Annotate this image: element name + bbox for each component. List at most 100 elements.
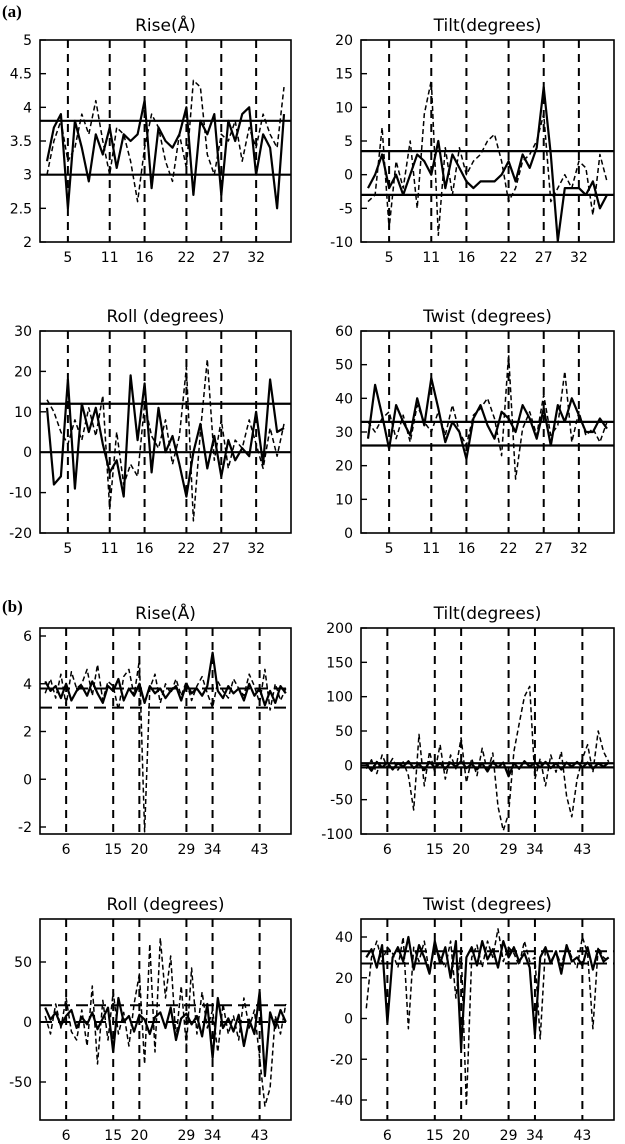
y-tick-label: 200 — [326, 621, 353, 637]
x-tick-label: 27 — [212, 541, 230, 557]
x-tick-label: 20 — [452, 842, 470, 858]
y-tick-label: 0 — [23, 1015, 32, 1031]
x-tick-label: 6 — [383, 1128, 392, 1144]
y-tick-label: 10 — [14, 405, 32, 421]
y-tick-label: -40 — [330, 1093, 353, 1109]
x-tick-label: 29 — [500, 1128, 518, 1144]
chart-title: Tilt(degrees) — [433, 16, 542, 36]
plot-frame — [360, 627, 615, 835]
series-solid-line — [44, 651, 287, 707]
y-tick-label: 2 — [23, 725, 32, 741]
y-tick-label: 3.5 — [10, 134, 32, 150]
series-group — [45, 79, 286, 210]
y-tick-label: 6 — [23, 629, 32, 645]
y-tick-label: -50 — [9, 1075, 32, 1091]
x-tick-label: 16 — [136, 541, 154, 557]
y-tick-label: -5 — [339, 201, 353, 217]
y-tick-label: -100 — [321, 827, 353, 843]
x-tick-label: 32 — [247, 250, 265, 266]
x-tick-label: 6 — [62, 842, 71, 858]
x-tick-label: 6 — [62, 1128, 71, 1144]
x-tick-label: 29 — [500, 842, 518, 858]
x-tick-label: 16 — [458, 250, 476, 266]
series-dashed-line — [44, 659, 287, 833]
x-tick-label: 11 — [422, 541, 440, 557]
a-twist-chart: Twist (degrees) 0 10 20 30 40 50 60 5 11 16 22 27 32 — [335, 307, 615, 557]
y-tick-label: 2 — [23, 235, 32, 251]
y-tick-label: 50 — [335, 724, 353, 740]
x-tick-label: 11 — [101, 541, 119, 557]
x-tick-label: 5 — [63, 541, 72, 557]
chart-title: Rise(Å) — [135, 14, 196, 36]
series-group — [44, 937, 287, 1107]
series-dashed-line — [44, 937, 287, 1107]
x-tick-label: 27 — [535, 541, 553, 557]
x-tick-label: 20 — [452, 1128, 470, 1144]
y-tick-label: 50 — [335, 358, 353, 374]
x-tick-label: 22 — [500, 541, 518, 557]
x-tick-label: 15 — [426, 1128, 444, 1144]
y-tick-label: 15 — [335, 67, 353, 83]
x-tick-label: 11 — [422, 250, 440, 266]
x-tick-label: 34 — [526, 1128, 544, 1144]
y-tick-label: 20 — [14, 364, 32, 380]
chart-title: Roll (degrees) — [107, 895, 225, 915]
y-tick-label: 0 — [344, 526, 353, 542]
y-tick-label: 10 — [335, 100, 353, 116]
x-tick-label: 27 — [535, 250, 553, 266]
y-tick-label: -2 — [18, 820, 32, 836]
x-tick-label: 32 — [247, 541, 265, 557]
x-tick-label: 29 — [178, 1128, 196, 1144]
y-tick-label: -20 — [9, 526, 32, 542]
series-solid-line — [44, 990, 287, 1078]
a-tilt-chart: Tilt(degrees) -10 -5 0 5 10 15 20 5 11 16 22 27 32 — [330, 16, 615, 266]
b-roll-chart: Roll (degrees) -50 0 50 6 15 20 29 34 43 — [9, 895, 292, 1144]
x-tick-label: 34 — [526, 842, 544, 858]
chart-title: Twist (degrees) — [422, 895, 552, 915]
y-tick-label: 5 — [344, 134, 353, 150]
x-tick-label: 43 — [251, 842, 269, 858]
series-group — [44, 651, 287, 833]
series-solid-line — [45, 374, 285, 498]
y-tick-label: 20 — [335, 971, 353, 987]
x-tick-label: 6 — [383, 842, 392, 858]
x-tick-label: 16 — [458, 541, 476, 557]
chart-title: Twist (degrees) — [422, 307, 552, 327]
series-group — [365, 928, 610, 1107]
y-tick-label: -20 — [330, 1052, 353, 1068]
chart-title: Rise(Å) — [135, 602, 196, 624]
b-twist-chart: Twist (degrees) -40 -20 0 20 40 6 15 20 29 34 43 — [330, 895, 615, 1144]
y-tick-label: 20 — [335, 33, 353, 49]
series-group — [366, 353, 608, 480]
panel-label-b: (b) — [2, 597, 23, 616]
y-tick-label: 40 — [335, 930, 353, 946]
y-tick-label: -10 — [330, 235, 353, 251]
x-tick-label: 32 — [570, 541, 588, 557]
plot-frame — [360, 330, 615, 534]
x-tick-label: 32 — [570, 250, 588, 266]
x-tick-label: 11 — [101, 250, 119, 266]
series-group — [367, 79, 608, 242]
x-tick-label: 22 — [178, 541, 196, 557]
y-tick-label: 0 — [344, 1012, 353, 1028]
y-tick-label: 4 — [23, 100, 32, 116]
y-tick-label: 30 — [335, 425, 353, 441]
plot-frame — [360, 918, 615, 1121]
series-group — [365, 685, 610, 832]
series-solid-line — [367, 85, 608, 242]
b-tilt-chart: Tilt(degrees) -100 -50 0 50 100 150 200 6 15 20 29 3… — [321, 604, 615, 858]
x-tick-label: 5 — [385, 250, 394, 266]
y-tick-label: 3 — [23, 168, 32, 184]
y-tick-label: 0 — [344, 758, 353, 774]
x-tick-label: 43 — [573, 842, 591, 858]
x-tick-label: 5 — [63, 250, 72, 266]
x-tick-label: 22 — [500, 250, 518, 266]
chart-title: Tilt(degrees) — [433, 604, 542, 624]
y-tick-label: 10 — [335, 492, 353, 508]
y-tick-label: 2.5 — [10, 201, 32, 217]
y-tick-label: -50 — [330, 793, 353, 809]
a-roll-chart: Roll (degrees) -20 -10 0 10 20 30 5 11 16 22 27 32 — [9, 307, 292, 557]
chart-title: Roll (degrees) — [107, 307, 225, 327]
x-tick-label: 34 — [204, 842, 222, 858]
y-tick-label: 0 — [344, 168, 353, 184]
